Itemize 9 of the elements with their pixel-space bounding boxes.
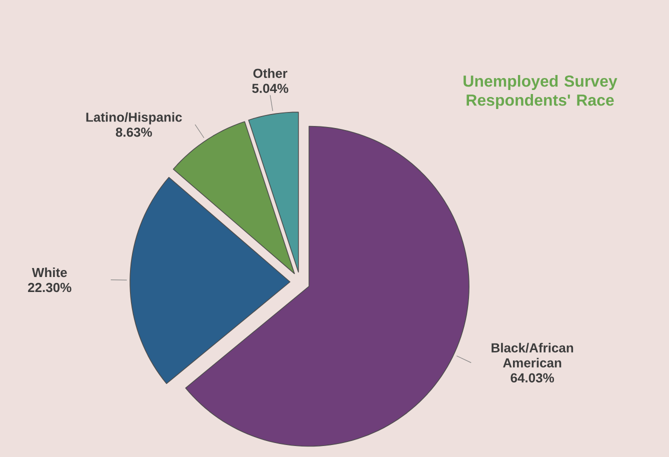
slice-label: Latino/Hispanic	[86, 112, 182, 124]
slice-label: Black/African American	[492, 342, 574, 368]
data-label: 8.63%	[116, 128, 152, 137]
data-label: 64.03%	[510, 373, 554, 382]
slice-label: White	[32, 268, 67, 278]
data-label: 5.04%	[252, 84, 288, 93]
data-label: 22.30%	[28, 282, 72, 292]
slice-label: Other	[253, 68, 288, 78]
text: Unemployed Survey Respondents' Race	[464, 75, 618, 109]
